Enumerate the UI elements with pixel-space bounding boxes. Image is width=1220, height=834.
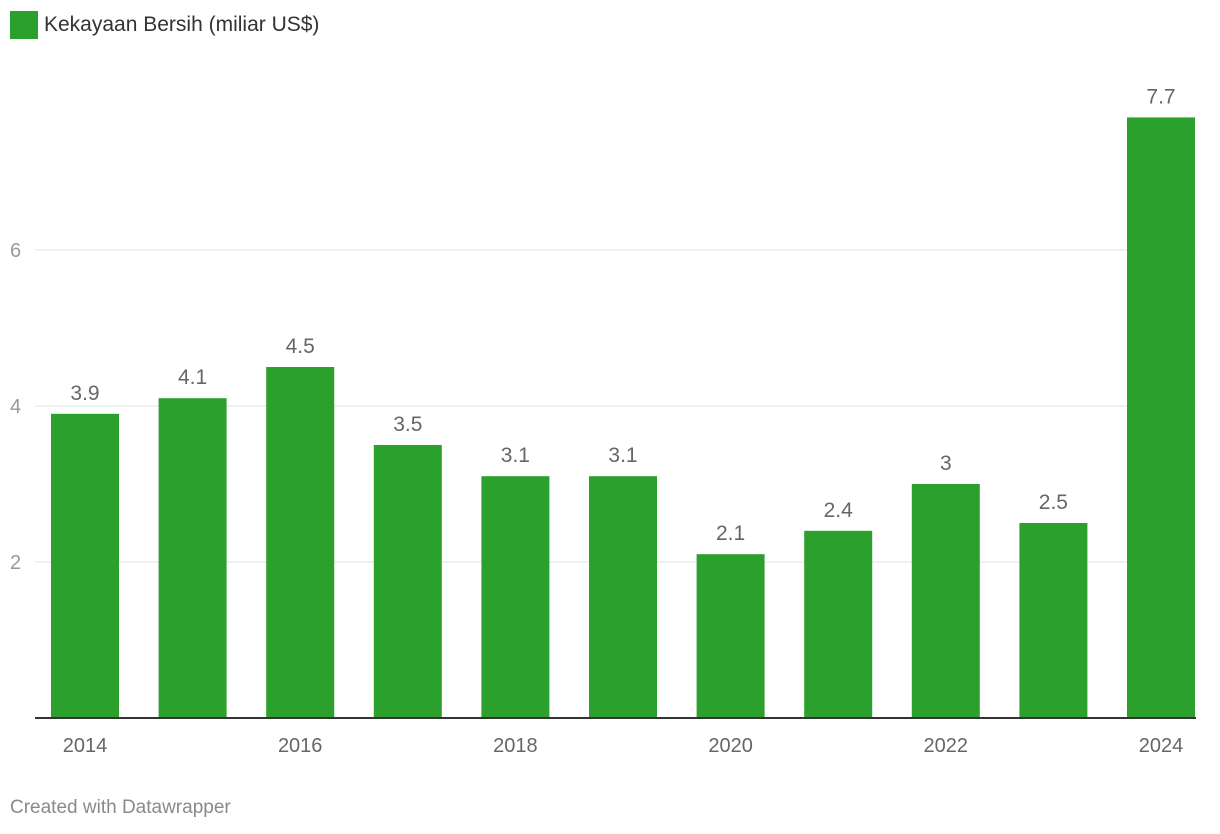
bar: [481, 476, 550, 718]
bar: [1127, 117, 1195, 718]
footer-credit: Created with Datawrapper: [10, 797, 231, 818]
legend-swatch: [10, 11, 38, 39]
data-label: 3.1: [608, 444, 637, 467]
data-label: 3.1: [501, 444, 530, 467]
x-tick-label: 2024: [1139, 735, 1184, 757]
legend-label: Kekayaan Bersih (miliar US$): [44, 13, 320, 36]
y-tick-label: 6: [10, 240, 21, 262]
data-label: 3.9: [70, 382, 99, 405]
x-tick-label: 2016: [278, 735, 323, 757]
data-label: 2.4: [824, 499, 854, 522]
bar: [589, 476, 657, 718]
bar: [51, 413, 119, 718]
data-label: 2.1: [716, 522, 745, 545]
bar: [373, 445, 442, 718]
bar: [1019, 523, 1088, 718]
x-tick-label: 2014: [63, 735, 108, 757]
data-label: 2.5: [1039, 491, 1068, 514]
bar: [696, 554, 765, 718]
bar: [158, 398, 227, 718]
y-tick-label: 4: [10, 396, 21, 418]
x-tick-label: 2022: [924, 735, 969, 757]
legend: Kekayaan Bersih (miliar US$): [10, 11, 319, 39]
x-tick-label: 2018: [493, 735, 538, 757]
data-label: 4.5: [286, 335, 315, 358]
y-tick-label: 2: [10, 552, 21, 574]
bar: [804, 530, 873, 718]
data-label: 3: [940, 452, 952, 475]
bar: [911, 484, 980, 718]
data-label: 3.5: [393, 413, 422, 436]
bar: [266, 367, 335, 718]
data-label: 7.7: [1146, 85, 1175, 108]
data-label: 4.1: [178, 366, 207, 389]
x-tick-label: 2020: [708, 735, 753, 757]
